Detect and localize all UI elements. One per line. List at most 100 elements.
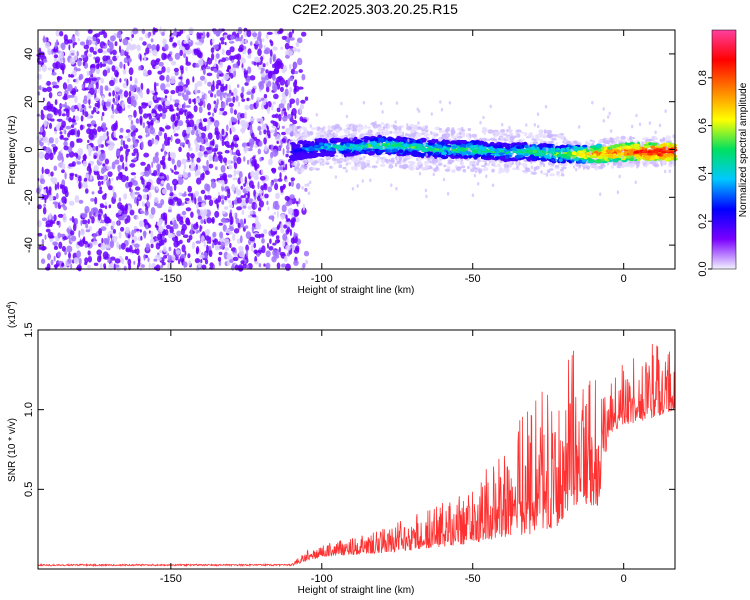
spectrogram-cell (133, 109, 137, 118)
spectrogram-cell (272, 81, 275, 86)
spectrogram-cell (269, 129, 276, 134)
spectrogram-cell (306, 164, 310, 167)
spectrogram-cell (143, 54, 147, 62)
spectrogram-cell (281, 138, 286, 143)
spectrogram-cell (131, 180, 138, 186)
spectrogram-cell (158, 169, 161, 176)
spectrogram-cell (104, 158, 110, 165)
spectrogram-cell (402, 131, 405, 136)
spectrogram-cell (551, 137, 557, 141)
spectrogram-cell (50, 103, 54, 108)
spectrogram-cell (241, 67, 245, 72)
spectrogram-cell (170, 114, 176, 123)
spectrogram-cell (398, 164, 405, 169)
spectrogram-cell (72, 121, 77, 126)
spectrogram-cell (177, 120, 184, 127)
spectrogram-cell (171, 169, 174, 173)
spectrogram-cell (243, 218, 246, 225)
spectrogram-cell (377, 131, 381, 134)
spectrogram-cell (183, 40, 187, 44)
spectrogram-cell (62, 82, 68, 90)
spectrogram-cell (455, 166, 462, 172)
spectrogram-cell (164, 237, 167, 244)
spectrogram-cell (124, 166, 128, 172)
spectrogram-cell (247, 159, 250, 165)
spectrogram-cell (150, 38, 154, 43)
spectrogram-cell (136, 44, 141, 52)
spectrogram-cell (213, 68, 218, 72)
spectrogram-cell (240, 185, 243, 190)
spectrogram-cell (172, 98, 175, 102)
chart-title: C2E2.2025.303.20.25.R15 (292, 1, 458, 17)
spectrogram-cell (438, 128, 443, 131)
spectrogram-cell (83, 153, 87, 161)
spectrogram-cell (367, 165, 372, 168)
spectrogram-cell (42, 87, 48, 93)
spectrogram-cell (134, 77, 138, 85)
spectrogram-cell (500, 129, 506, 133)
spectrogram-cell (253, 242, 256, 249)
spectrogram-cell (233, 162, 238, 170)
spectrogram-cell (93, 155, 97, 160)
spectrogram-cell (211, 38, 215, 44)
spectrogram-cell (150, 207, 156, 215)
spectrogram-cell (86, 49, 89, 53)
spectrogram-cell (54, 99, 58, 106)
spectrogram-cell (179, 65, 184, 71)
spectrogram-cell (169, 152, 174, 156)
spectrogram-cell (95, 41, 98, 46)
spectrogram-cell (183, 52, 187, 59)
spectrogram-cell (108, 204, 112, 209)
spectrogram-cell (112, 49, 117, 56)
spectrogram-cell (132, 27, 138, 35)
spectrogram-cell (188, 260, 192, 266)
spectrogram-cell (167, 255, 173, 262)
spectrogram-cell (172, 122, 175, 130)
spectrogram-cell (315, 167, 320, 171)
spectrogram-cell (173, 248, 176, 257)
spectrogram-cell (344, 159, 347, 163)
spectrogram-cell (220, 165, 226, 173)
spectrogram-cell (497, 137, 501, 141)
spectrogram-cell (87, 53, 93, 58)
spectrogram-cell (217, 241, 221, 246)
spectrogram-cell (293, 160, 297, 166)
spectrogram-cell (101, 112, 105, 117)
spectrogram-cell (251, 225, 255, 234)
spectrogram-cell (56, 192, 59, 200)
spectrogram-cell (115, 77, 118, 84)
spectrogram-cell (61, 113, 66, 117)
spectrogram-cell (217, 256, 222, 262)
spectrogram-cell (94, 196, 98, 205)
spectrogram-cell (264, 145, 268, 152)
spectrogram-cell (221, 78, 224, 85)
spectrogram-cell (162, 38, 167, 46)
spectrogram-cell (100, 77, 104, 84)
spectrogram-cell (353, 159, 360, 164)
spectrogram-cell (86, 36, 93, 41)
spectrogram-cell (214, 94, 217, 98)
spectrogram-cell (112, 107, 115, 115)
spectrogram-cell (229, 68, 234, 74)
spectrogram-cell (179, 49, 183, 57)
spectrogram-cell (152, 49, 158, 57)
spectrogram-cell (101, 95, 105, 100)
spectrogram-cell (51, 81, 58, 86)
spectrogram-cell (137, 258, 141, 264)
spectrogram-cell (97, 213, 101, 221)
spectrogram-cell (128, 67, 134, 76)
spectrogram-cell (195, 98, 201, 104)
spectrogram-cell (186, 159, 191, 163)
spectrogram-cell (53, 146, 58, 153)
spectrogram-cell (45, 228, 51, 233)
spectrogram-cell (183, 109, 188, 113)
spectrogram-cell (61, 196, 67, 204)
spectrogram-cell (81, 213, 88, 219)
spectrogram-cell (264, 193, 269, 199)
spectrogram-cell (49, 152, 54, 161)
spectrogram-cell (66, 245, 73, 253)
spectrogram-cell (88, 77, 92, 85)
spectrogram-cell (59, 200, 62, 206)
spectrogram-cell (106, 140, 112, 144)
